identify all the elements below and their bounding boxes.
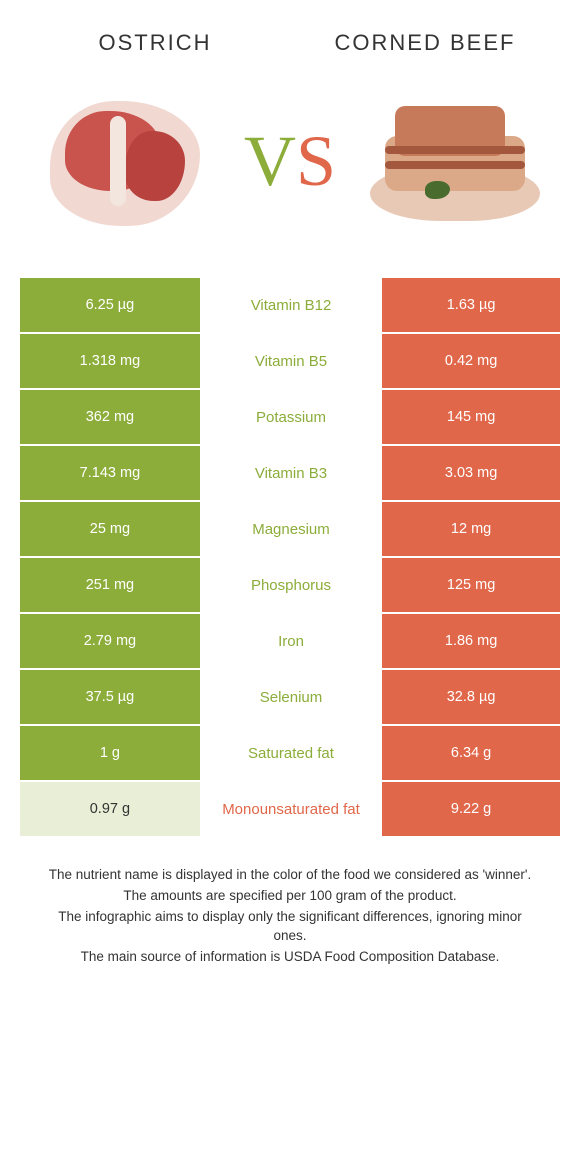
table-row: 362 mgPotassium145 mg [20, 388, 560, 444]
left-value: 362 mg [20, 390, 200, 444]
nutrient-label: Vitamin B5 [200, 334, 380, 388]
right-value: 6.34 g [380, 726, 560, 780]
right-value: 9.22 g [380, 782, 560, 836]
table-row: 2.79 mgIron1.86 mg [20, 612, 560, 668]
right-value: 0.42 mg [380, 334, 560, 388]
table-row: 7.143 mgVitamin B33.03 mg [20, 444, 560, 500]
footer-line: The amounts are specified per 100 gram o… [40, 887, 540, 906]
right-value: 1.63 µg [380, 278, 560, 332]
left-value: 7.143 mg [20, 446, 200, 500]
right-value: 32.8 µg [380, 670, 560, 724]
footer-line: The nutrient name is displayed in the co… [40, 866, 540, 885]
vs-v: V [244, 121, 296, 201]
nutrient-label: Magnesium [200, 502, 380, 556]
table-row: 25 mgMagnesium12 mg [20, 500, 560, 556]
table-row: 6.25 µgVitamin B121.63 µg [20, 276, 560, 332]
vs-label: VS [244, 120, 336, 203]
table-row: 37.5 µgSelenium32.8 µg [20, 668, 560, 724]
left-value: 6.25 µg [20, 278, 200, 332]
footer-line: The infographic aims to display only the… [40, 908, 540, 946]
left-value: 1.318 mg [20, 334, 200, 388]
left-food-title: OSTRICH [34, 30, 277, 56]
vs-s: S [296, 121, 336, 201]
right-value: 3.03 mg [380, 446, 560, 500]
nutrient-label: Vitamin B12 [200, 278, 380, 332]
left-value: 2.79 mg [20, 614, 200, 668]
nutrient-label: Monounsaturated fat [200, 782, 380, 836]
left-value: 0.97 g [20, 782, 200, 836]
left-food-image [40, 86, 210, 236]
footer-notes: The nutrient name is displayed in the co… [40, 866, 540, 966]
hero-row: VS [0, 76, 580, 276]
left-value: 37.5 µg [20, 670, 200, 724]
footer-line: The main source of information is USDA F… [40, 948, 540, 967]
nutrient-label: Potassium [200, 390, 380, 444]
nutrient-label: Selenium [200, 670, 380, 724]
nutrient-label: Iron [200, 614, 380, 668]
left-value: 1 g [20, 726, 200, 780]
table-row: 251 mgPhosphorus125 mg [20, 556, 560, 612]
header: OSTRICH CORNED BEEF [0, 0, 580, 76]
left-value: 25 mg [20, 502, 200, 556]
comparison-table: 6.25 µgVitamin B121.63 µg1.318 mgVitamin… [20, 276, 560, 836]
right-value: 12 mg [380, 502, 560, 556]
table-row: 1 gSaturated fat6.34 g [20, 724, 560, 780]
right-food-title: CORNED BEEF [304, 30, 547, 56]
table-row: 1.318 mgVitamin B50.42 mg [20, 332, 560, 388]
right-value: 1.86 mg [380, 614, 560, 668]
left-value: 251 mg [20, 558, 200, 612]
table-row: 0.97 gMonounsaturated fat9.22 g [20, 780, 560, 836]
nutrient-label: Saturated fat [200, 726, 380, 780]
nutrient-label: Vitamin B3 [200, 446, 380, 500]
right-food-image [370, 86, 540, 236]
right-value: 125 mg [380, 558, 560, 612]
nutrient-label: Phosphorus [200, 558, 380, 612]
right-value: 145 mg [380, 390, 560, 444]
